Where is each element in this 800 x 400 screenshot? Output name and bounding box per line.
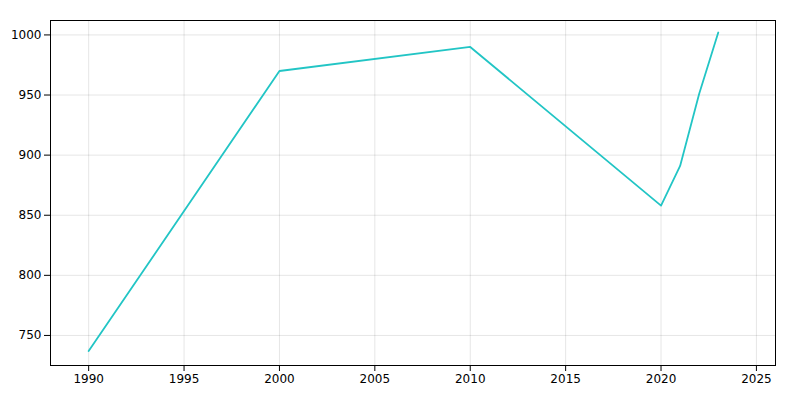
svg-text:2000: 2000 xyxy=(264,372,295,386)
svg-text:750: 750 xyxy=(19,328,42,342)
svg-text:800: 800 xyxy=(19,268,42,282)
svg-text:1990: 1990 xyxy=(73,372,104,386)
svg-text:2020: 2020 xyxy=(646,372,677,386)
svg-text:2010: 2010 xyxy=(455,372,486,386)
svg-text:850: 850 xyxy=(19,208,42,222)
svg-text:1000: 1000 xyxy=(11,28,42,42)
svg-text:1995: 1995 xyxy=(169,372,200,386)
svg-text:2005: 2005 xyxy=(360,372,391,386)
svg-text:2025: 2025 xyxy=(741,372,772,386)
svg-text:900: 900 xyxy=(19,148,42,162)
svg-text:2015: 2015 xyxy=(550,372,581,386)
svg-text:950: 950 xyxy=(19,88,42,102)
